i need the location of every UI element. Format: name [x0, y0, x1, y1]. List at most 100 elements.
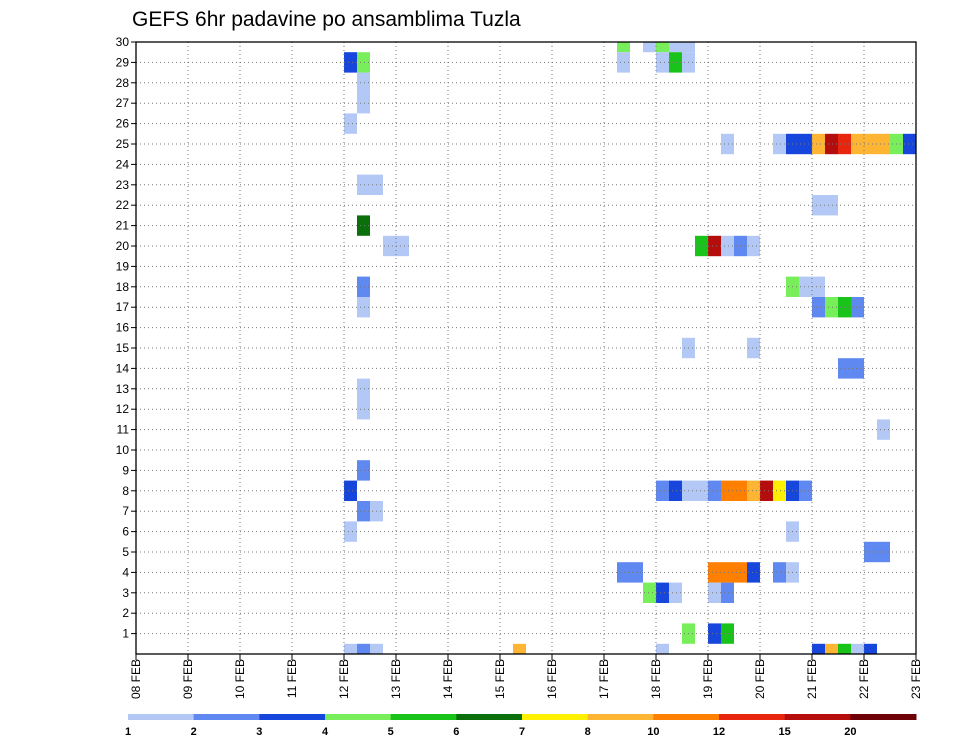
cell-40: [864, 133, 877, 155]
ytick-label-1: 1: [122, 627, 129, 641]
xtick-label-15: 23 FEB: [909, 659, 923, 699]
cell-81: [721, 562, 734, 583]
cell-41: [877, 133, 890, 155]
cell-13: [357, 399, 370, 420]
chart-title: GEFS 6hr padavine po ansamblima Tuzla: [132, 8, 521, 31]
colorbar-label-10: 15: [779, 726, 791, 738]
colorbar-label-8: 10: [647, 726, 659, 738]
ytick-label-23: 23: [116, 178, 130, 192]
xtick-label-9: 17 FEB: [597, 659, 611, 699]
ytick-label-25: 25: [116, 137, 130, 151]
ytick-label-21: 21: [116, 219, 130, 233]
cell-53: [812, 276, 825, 297]
cell-61: [851, 358, 864, 379]
cell-63: [656, 480, 669, 501]
cell-96: [825, 643, 838, 654]
cell-59: [747, 337, 760, 359]
cell-92: [708, 623, 721, 644]
colorbar-label-9: 12: [713, 726, 725, 738]
cell-11: [357, 297, 370, 318]
cell-10: [357, 276, 370, 297]
cell-72: [773, 480, 786, 501]
colorbar-swatch-3: [325, 714, 392, 720]
ytick-label-15: 15: [116, 341, 130, 355]
ytick-label-16: 16: [116, 321, 130, 335]
ytick-label-18: 18: [116, 280, 130, 294]
cell-55: [825, 297, 838, 318]
cell-46: [695, 235, 708, 257]
xtick-label-6: 14 FEB: [441, 659, 455, 699]
xtick-label-5: 13 FEB: [389, 659, 403, 699]
cell-64: [669, 480, 682, 501]
cell-4: [344, 113, 357, 134]
cell-19: [344, 643, 357, 654]
cell-3: [357, 93, 370, 114]
cell-95: [812, 643, 825, 654]
xtick-label-10: 18 FEB: [649, 659, 663, 699]
cell-93: [721, 623, 734, 644]
ytick-label-22: 22: [116, 198, 130, 212]
colorbar-label-6: 7: [519, 726, 525, 738]
cell-50: [747, 235, 760, 257]
colorbar-swatch-1: [193, 714, 260, 720]
cell-26: [669, 42, 682, 53]
colorbar-label-3: 4: [322, 726, 329, 738]
cell-18: [344, 521, 357, 542]
cell-27: [682, 42, 695, 53]
ytick-label-2: 2: [122, 606, 129, 620]
cell-68: [721, 480, 734, 501]
cell-8: [383, 235, 396, 257]
cell-77: [877, 541, 890, 563]
y-axis: 1234567891011121314151617181920212223242…: [116, 35, 136, 641]
cell-39: [851, 133, 864, 155]
cell-29: [656, 52, 669, 73]
ytick-label-10: 10: [116, 443, 130, 457]
colorbar-label-11: 20: [844, 726, 856, 738]
colorbar-label-1: 2: [191, 726, 197, 738]
colorbar-label-4: 5: [388, 726, 394, 738]
cell-15: [344, 480, 357, 501]
ytick-label-28: 28: [116, 76, 130, 90]
ytick-label-29: 29: [116, 55, 130, 69]
colorbar-label-0: 1: [125, 726, 131, 738]
ytick-label-27: 27: [116, 96, 130, 110]
colorbar-label-2: 3: [256, 726, 262, 738]
xtick-label-11: 19 FEB: [701, 659, 715, 699]
cell-30: [669, 52, 682, 73]
cell-16: [357, 501, 370, 522]
ytick-label-24: 24: [116, 157, 130, 171]
colorbar: 1 2 3 4 5 6 7 8 10 12 15 20: [125, 714, 917, 738]
ytick-label-11: 11: [117, 423, 130, 437]
colorbar-swatch-8: [653, 714, 720, 720]
cell-99: [864, 643, 877, 654]
ytick-label-17: 17: [116, 300, 130, 314]
cell-44: [812, 195, 825, 216]
ytick-label-9: 9: [122, 463, 129, 477]
cell-47: [708, 235, 721, 257]
cell-84: [773, 562, 786, 583]
cell-78: [617, 562, 630, 583]
cell-98: [851, 643, 864, 654]
cell-28: [617, 52, 630, 73]
cell-5: [357, 174, 370, 195]
colorbar-label-7: 8: [585, 726, 591, 738]
cell-25: [656, 42, 669, 53]
colorbar-swatch-9: [719, 714, 786, 720]
cell-94: [656, 643, 669, 654]
cell-43: [903, 133, 916, 155]
cell-52: [799, 276, 812, 297]
cell-97: [838, 643, 851, 654]
cell-48: [721, 235, 734, 257]
xtick-label-7: 15 FEB: [493, 659, 507, 699]
ytick-label-4: 4: [122, 565, 129, 579]
cell-45: [825, 195, 838, 216]
plot-frame: [135, 41, 917, 655]
cell-54: [812, 297, 825, 318]
cell-74: [799, 480, 812, 501]
cell-20: [357, 643, 370, 654]
xtick-label-12: 20 FEB: [753, 659, 767, 699]
xtick-label-13: 21 FEB: [805, 659, 819, 699]
cell-23: [617, 42, 630, 53]
colorbar-swatch-5: [456, 714, 523, 720]
